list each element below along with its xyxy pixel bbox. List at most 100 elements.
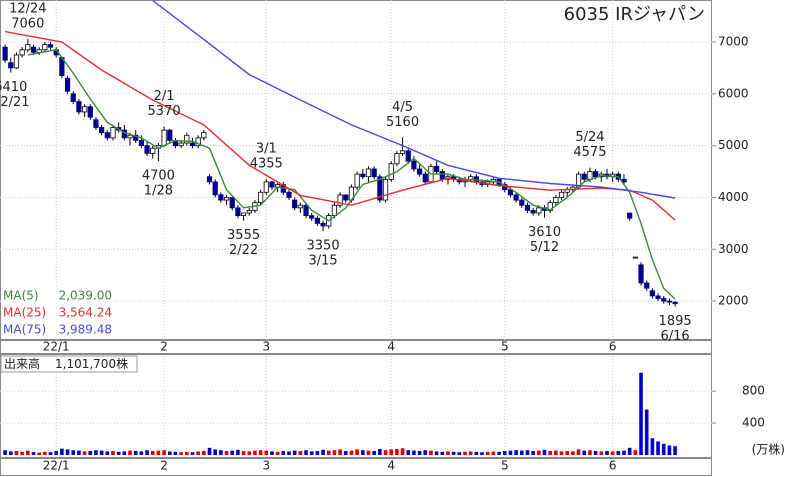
volume-bar (253, 450, 257, 455)
candle-body (47, 44, 54, 48)
chart-title: 6035 IRジャパン (564, 4, 705, 25)
annotation-date: 6/16 (660, 329, 689, 344)
candle-body (422, 173, 428, 183)
x-tick-label: 5 (501, 459, 509, 473)
volume-unit: (万株) (752, 442, 785, 457)
volume-bar (605, 451, 609, 455)
x-tick-label: 5 (501, 340, 509, 354)
volume-bar (434, 451, 439, 455)
candle-body (513, 194, 519, 201)
annotation-date: 5/12 (530, 240, 559, 255)
candle-body (138, 140, 144, 147)
volume-bar (599, 451, 604, 455)
legend-name: MA(75) (3, 323, 46, 337)
marks: MA(5) 2,039.00 MA(25) 3,564.24 MA(75) 3,989.4… (0, 0, 692, 455)
annotation-value: 7060 (11, 16, 44, 31)
volume-bar (508, 450, 513, 455)
volume-bar (525, 450, 530, 455)
volume-bar (37, 452, 41, 455)
candle-body (343, 194, 349, 201)
volume-bar (241, 451, 246, 455)
candle-body (536, 207, 542, 214)
candle-body (524, 204, 531, 211)
annotation-value: 6410 (0, 80, 27, 95)
volume-bar (190, 452, 195, 455)
candle-body (627, 212, 633, 219)
volume-bar (395, 449, 399, 455)
candle-body (189, 142, 196, 147)
candle-body (638, 264, 644, 284)
legend-value: 3,564.24 (59, 306, 112, 320)
candle-body (649, 290, 655, 297)
candle-body (133, 134, 139, 141)
candle-body (19, 49, 25, 56)
candle-body (235, 207, 241, 217)
volume-bar (457, 452, 462, 455)
annotation-value: 5160 (386, 115, 419, 130)
candle-body (672, 301, 678, 305)
candle-body (581, 173, 587, 180)
volume-bar (485, 451, 490, 455)
volume-bar (468, 451, 473, 455)
volume-bar (650, 438, 655, 455)
candle-body (354, 173, 360, 188)
volume-bar (366, 450, 371, 455)
volume-bar (264, 450, 269, 455)
ma-line (152, 0, 676, 199)
volume-bar (116, 451, 121, 455)
candle-body (655, 295, 661, 299)
candle-body (365, 168, 372, 178)
candle-body (87, 106, 93, 118)
annotation-date: 5/24 (575, 130, 604, 145)
volume-bar (99, 450, 104, 455)
volume-bar (588, 450, 592, 455)
volume-bar (627, 447, 632, 455)
x-tick-label: 3 (262, 340, 270, 354)
candle-body (42, 44, 48, 51)
candle-body (303, 204, 309, 217)
volume-bar (349, 450, 354, 455)
volume-bar (202, 451, 206, 455)
volume-bar (162, 450, 166, 455)
candle-body (382, 178, 389, 201)
volume-bar (423, 450, 428, 455)
candle-body (632, 256, 638, 259)
candle-body (195, 137, 201, 147)
candle-body (320, 222, 326, 227)
volume-bar (576, 449, 581, 455)
volume-bar (446, 451, 450, 455)
candle-body (223, 197, 230, 201)
volume-bar (309, 451, 314, 455)
volume-bar (196, 451, 200, 455)
volume-bar (105, 451, 110, 455)
volume-bar (26, 450, 30, 455)
x-tick-label: 4 (387, 459, 395, 473)
y-tick-label: 4000 (718, 190, 749, 204)
legend-box (1, 322, 114, 338)
volume-bar (219, 450, 223, 455)
volume-bar (332, 450, 337, 455)
volume-bar (673, 446, 677, 455)
volume-bar (156, 450, 161, 455)
candle-body (229, 197, 235, 209)
volume-bar (582, 450, 587, 455)
annotation-value: 1895 (659, 314, 692, 329)
y-tick-label: 6000 (718, 86, 749, 100)
candle-body (309, 215, 315, 219)
candle-body (434, 165, 440, 172)
volume-bar (60, 448, 64, 455)
volume-bar (667, 445, 672, 455)
x-tick-label: 2 (160, 340, 168, 354)
candle-body (218, 194, 224, 201)
annotation-value: 4700 (142, 169, 175, 184)
candle-body (405, 150, 411, 162)
volume-bar (554, 450, 558, 455)
annotation-value: 3610 (528, 225, 561, 240)
volume-bar (275, 451, 280, 455)
candle-body (297, 204, 303, 209)
volume-bar (565, 451, 570, 455)
candle-body (507, 189, 514, 196)
volume-bar (361, 450, 365, 455)
candle-body (178, 142, 184, 147)
